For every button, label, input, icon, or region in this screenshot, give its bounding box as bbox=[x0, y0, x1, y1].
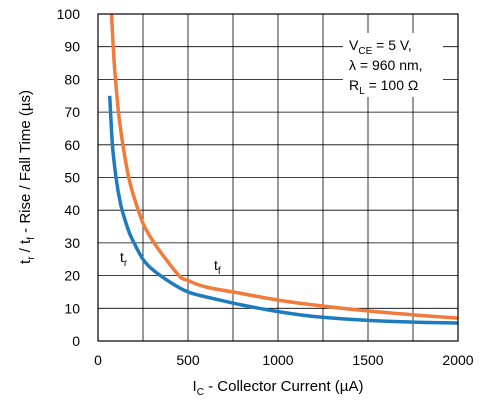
x-tick-labels: 0 500 1000 1500 2000 bbox=[94, 352, 474, 368]
condition-vce: VCE = 5 V, bbox=[349, 37, 412, 57]
y-tick-label: 10 bbox=[64, 300, 80, 316]
y-tick-label: 100 bbox=[57, 6, 81, 22]
x-tick-label: 1000 bbox=[262, 352, 293, 368]
x-tick-label: 1500 bbox=[352, 352, 383, 368]
y-axis-title: tr / tf - Rise / Fall Time (µs) bbox=[17, 90, 37, 264]
y-tick-label: 20 bbox=[64, 268, 80, 284]
y-tick-label: 0 bbox=[72, 333, 80, 349]
y-tick-label: 80 bbox=[64, 71, 80, 87]
x-axis-title: IC - Collector Current (µA) bbox=[193, 378, 364, 398]
condition-wavelength: λ = 960 nm, bbox=[349, 57, 423, 73]
x-tick-label: 2000 bbox=[442, 352, 473, 368]
plot-frame bbox=[97, 13, 459, 342]
conditions-box-mask bbox=[343, 33, 443, 97]
y-tick-label: 50 bbox=[64, 170, 80, 186]
rise-time-curve bbox=[107, 95, 459, 325]
series-label-tr: tr bbox=[120, 249, 128, 269]
y-tick-labels: 0 10 20 30 40 50 60 70 80 90 100 bbox=[57, 6, 81, 349]
y-tick-label: 30 bbox=[64, 235, 80, 251]
y-tick-label: 70 bbox=[64, 104, 80, 120]
series-label-tf: tf bbox=[214, 257, 221, 277]
x-tick-label: 500 bbox=[176, 352, 200, 368]
x-tick-label: 0 bbox=[94, 352, 102, 368]
condition-rl: RL = 100 Ω bbox=[349, 77, 418, 97]
fall-time-curve bbox=[109, 13, 459, 320]
y-tick-label: 60 bbox=[64, 137, 80, 153]
curves bbox=[107, 13, 459, 325]
y-tick-label: 40 bbox=[64, 202, 80, 218]
y-tick-label: 90 bbox=[64, 39, 80, 55]
